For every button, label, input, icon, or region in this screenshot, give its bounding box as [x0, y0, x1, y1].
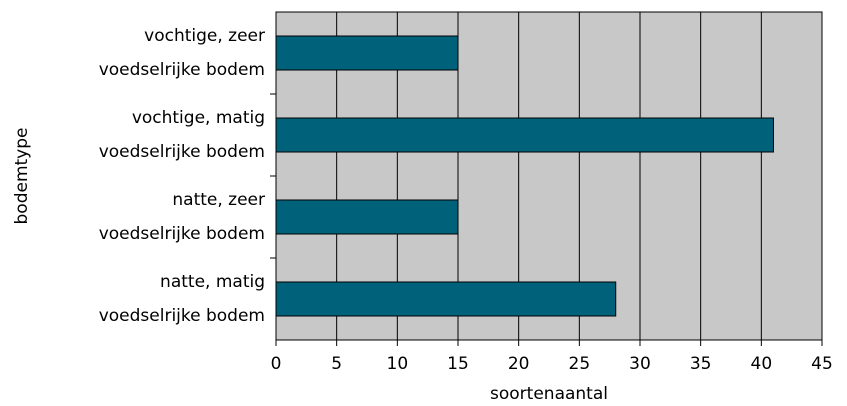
x-tick-label: 40 — [751, 354, 773, 374]
y-tick-label: natte, zeer — [172, 190, 265, 210]
x-tick-label: 25 — [569, 354, 591, 374]
y-tick-label: voedselrijke bodem — [99, 224, 265, 244]
y-tick-label: vochtige, zeer — [144, 26, 265, 46]
y-tick-label: voedselrijke bodem — [99, 60, 265, 80]
y-tick-label: vochtige, matig — [132, 108, 265, 128]
x-tick-label: 20 — [508, 354, 530, 374]
y-axis-label: bodemtype — [12, 128, 32, 225]
x-tick-label: 30 — [629, 354, 651, 374]
x-axis-label: soortenaantal — [490, 384, 608, 404]
x-tick-label: 0 — [271, 354, 282, 374]
y-tick-label: natte, matig — [160, 272, 265, 292]
y-tick-label: voedselrijke bodem — [99, 306, 265, 326]
bar — [275, 117, 774, 153]
y-tick-label: voedselrijke bodem — [99, 142, 265, 162]
bar — [275, 281, 617, 317]
x-tick-label: 10 — [387, 354, 409, 374]
x-tick-label: 15 — [447, 354, 469, 374]
plot-border — [275, 11, 823, 341]
x-tick-label: 35 — [690, 354, 712, 374]
bar — [275, 35, 459, 71]
x-tick-label: 5 — [331, 354, 342, 374]
x-tick-label: 45 — [811, 354, 833, 374]
bar — [275, 199, 459, 235]
